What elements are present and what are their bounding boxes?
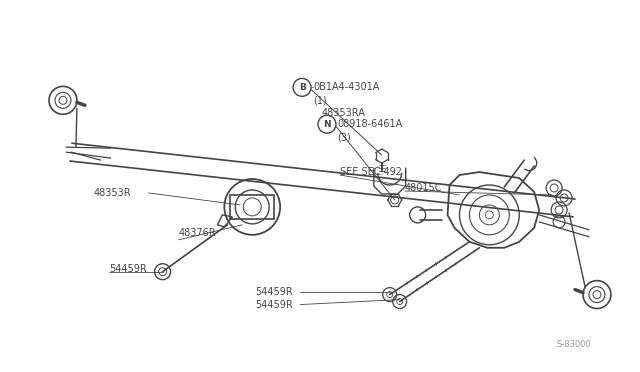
Text: 54459R: 54459R — [255, 286, 293, 296]
Text: 48376R: 48376R — [179, 228, 216, 238]
Text: 08918-6461A: 08918-6461A — [337, 119, 402, 129]
Text: 54459R: 54459R — [109, 264, 147, 274]
Text: (3): (3) — [337, 132, 351, 142]
Text: 48353R: 48353R — [94, 188, 131, 198]
Text: B: B — [299, 83, 305, 92]
Text: N: N — [323, 120, 331, 129]
Text: 0B1A4-4301A: 0B1A4-4301A — [313, 82, 380, 92]
Text: 48015C: 48015C — [404, 183, 442, 193]
Text: S-83000: S-83000 — [556, 340, 591, 349]
Text: 48353RA: 48353RA — [322, 108, 366, 118]
Text: SEE SEC.492: SEE SEC.492 — [340, 167, 402, 177]
Text: (1): (1) — [313, 95, 327, 105]
Text: 54459R: 54459R — [255, 299, 293, 310]
